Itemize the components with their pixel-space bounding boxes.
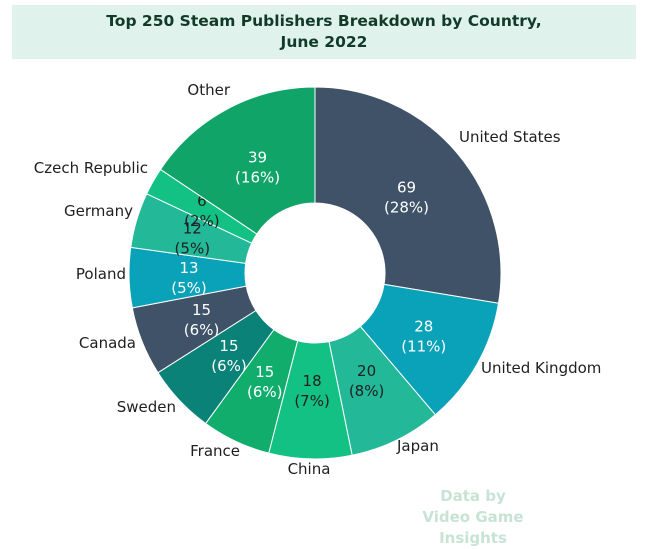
- category-label-japan: Japan: [396, 437, 439, 455]
- category-label-united-states: United States: [459, 128, 561, 146]
- value-label-japan: 20 (8%): [349, 362, 385, 400]
- category-label-canada: Canada: [79, 334, 136, 352]
- chart-title: Top 250 Steam Publishers Breakdown by Co…: [12, 5, 636, 59]
- category-label-germany: Germany: [64, 202, 133, 220]
- category-label-china: China: [288, 460, 331, 478]
- value-label-germany: 12 (5%): [175, 220, 211, 258]
- watermark-line-1: Data by: [440, 487, 506, 505]
- value-label-united-kingdom: 28 (11%): [401, 318, 446, 356]
- category-label-poland: Poland: [76, 265, 126, 283]
- slice-united-states: [314, 86, 502, 304]
- value-label-united-states: 69 (28%): [384, 178, 429, 216]
- value-label-czech-republic: 6 (2%): [184, 192, 220, 230]
- value-label-france: 15 (6%): [247, 363, 283, 401]
- source-watermark: Data by Video Game Insights: [388, 486, 558, 549]
- category-label-france: France: [190, 442, 240, 460]
- value-label-canada: 15 (6%): [184, 301, 220, 339]
- chart-title-line-1: Top 250 Steam Publishers Breakdown by Co…: [106, 12, 542, 30]
- category-label-sweden: Sweden: [117, 398, 176, 416]
- value-label-other: 39 (16%): [235, 148, 280, 186]
- category-label-czech-republic: Czech Republic: [34, 159, 148, 177]
- donut-chart: 69 (28%) United States 28 (11%) United Kingdo…: [34, 81, 602, 478]
- value-label-poland: 13 (5%): [171, 259, 207, 297]
- value-label-sweden: 15 (6%): [211, 337, 247, 375]
- watermark-line-2: Video Game Insights: [422, 508, 524, 547]
- value-label-china: 18 (7%): [294, 372, 330, 410]
- category-label-other: Other: [187, 81, 230, 99]
- slice-other: [159, 86, 316, 235]
- chart-title-line-2: June 2022: [280, 33, 368, 51]
- category-label-united-kingdom: United Kingdom: [481, 359, 601, 377]
